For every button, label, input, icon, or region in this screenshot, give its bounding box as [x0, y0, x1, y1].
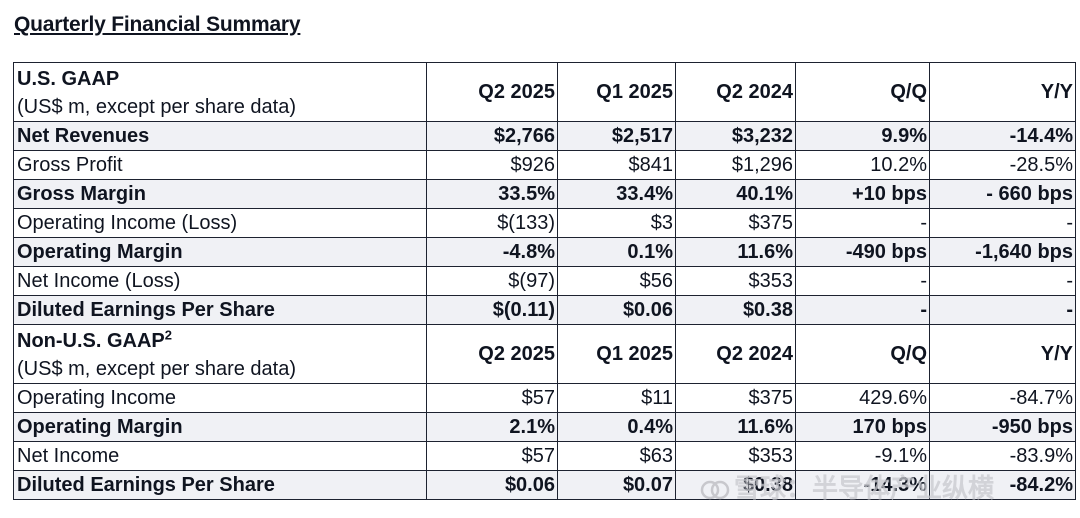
table-cell: $0.38 — [675, 295, 796, 325]
column-header: Y/Y — [929, 62, 1076, 122]
non-gaap-section-subtitle: (US$ m, except per share data) — [17, 358, 297, 380]
table-row: Operating Margin 2.1% 0.4% 11.6% 170 bps… — [13, 412, 1076, 442]
table-cell: 0.1% — [557, 237, 676, 267]
table-cell: 40.1% — [675, 179, 796, 209]
table-cell: $0.38 — [675, 470, 796, 500]
column-header: Q2 2025 — [426, 62, 558, 122]
row-label: Net Income — [13, 441, 427, 471]
table-cell: - 660 bps — [929, 179, 1076, 209]
table-cell: $375 — [675, 383, 796, 413]
table-cell: +10 bps — [795, 179, 930, 209]
table-row: Gross Profit $926 $841 $1,296 10.2% -28.… — [13, 150, 1076, 180]
financial-summary-table: U.S. GAAP (US$ m, except per share data)… — [13, 62, 1076, 500]
column-header: Q1 2025 — [557, 324, 676, 384]
table-cell: -28.5% — [929, 150, 1076, 180]
table-cell: $57 — [426, 383, 558, 413]
page-title: Quarterly Financial Summary — [14, 13, 301, 36]
table-cell: -9.1% — [795, 441, 930, 471]
table-cell: $0.06 — [557, 295, 676, 325]
table-cell: $2,766 — [426, 121, 558, 151]
column-header: Q/Q — [795, 62, 930, 122]
non-gaap-section-title-wrap: Non-U.S. GAAP2 — [17, 327, 424, 355]
table-cell: 10.2% — [795, 150, 930, 180]
table-row: Net Income $57 $63 $353 -9.1% -83.9% — [13, 441, 1076, 471]
table-cell: -83.9% — [929, 441, 1076, 471]
table-cell: 9.9% — [795, 121, 930, 151]
non-gaap-section-title: Non-U.S. GAAP — [17, 330, 165, 352]
table-cell: $3,232 — [675, 121, 796, 151]
row-label: Net Income (Loss) — [13, 266, 427, 296]
table-cell: $926 — [426, 150, 558, 180]
column-header: Q1 2025 — [557, 62, 676, 122]
non-gaap-header-row: Non-U.S. GAAP2 (US$ m, except per share … — [13, 324, 1076, 384]
table-cell: $0.06 — [426, 470, 558, 500]
table-cell: $1,296 — [675, 150, 796, 180]
table-cell: $841 — [557, 150, 676, 180]
table-cell: $57 — [426, 441, 558, 471]
table-cell: - — [929, 295, 1076, 325]
table-cell: -950 bps — [929, 412, 1076, 442]
table-cell: -14.4% — [929, 121, 1076, 151]
footnote-marker: 2 — [164, 327, 173, 343]
row-label: Net Revenues — [13, 121, 427, 151]
row-label: Operating Margin — [13, 237, 427, 267]
row-label: Gross Profit — [13, 150, 427, 180]
table-cell: 0.4% — [557, 412, 676, 442]
table-cell: - — [929, 208, 1076, 238]
table-cell: $(97) — [426, 266, 558, 296]
row-label: Diluted Earnings Per Share — [13, 470, 427, 500]
table-row: Diluted Earnings Per Share $0.06 $0.07 $… — [13, 470, 1076, 500]
column-header: Q2 2024 — [675, 324, 796, 384]
column-header: Q2 2025 — [426, 324, 558, 384]
table-cell: $56 — [557, 266, 676, 296]
table-cell: - — [795, 208, 930, 238]
row-label: Operating Income (Loss) — [13, 208, 427, 238]
table-cell: -1,640 bps — [929, 237, 1076, 267]
table-cell: - — [929, 266, 1076, 296]
table-cell: $(0.11) — [426, 295, 558, 325]
table-cell: $63 — [557, 441, 676, 471]
table-cell: 11.6% — [675, 412, 796, 442]
table-cell: $353 — [675, 441, 796, 471]
gaap-section-title: U.S. GAAP — [17, 68, 120, 90]
table-cell: -84.7% — [929, 383, 1076, 413]
row-label: Gross Margin — [13, 179, 427, 209]
gaap-header-label: U.S. GAAP (US$ m, except per share data) — [13, 62, 427, 122]
table-row: Operating Income $57 $11 $375 429.6% -84… — [13, 383, 1076, 413]
table-row: Diluted Earnings Per Share $(0.11) $0.06… — [13, 295, 1076, 325]
table-cell: -490 bps — [795, 237, 930, 267]
table-cell: 33.5% — [426, 179, 558, 209]
table-cell: 33.4% — [557, 179, 676, 209]
table-cell: 429.6% — [795, 383, 930, 413]
row-label: Operating Margin — [13, 412, 427, 442]
table-cell: - — [795, 295, 930, 325]
column-header: Q2 2024 — [675, 62, 796, 122]
table-cell: $(133) — [426, 208, 558, 238]
gaap-header-row: U.S. GAAP (US$ m, except per share data)… — [13, 62, 1076, 122]
table-cell: - — [795, 266, 930, 296]
table-cell: -4.8% — [426, 237, 558, 267]
table-row: Operating Margin -4.8% 0.1% 11.6% -490 b… — [13, 237, 1076, 267]
column-header: Y/Y — [929, 324, 1076, 384]
column-header: Q/Q — [795, 324, 930, 384]
table-cell: 11.6% — [675, 237, 796, 267]
table-cell: $375 — [675, 208, 796, 238]
table-cell: $2,517 — [557, 121, 676, 151]
table-cell: $353 — [675, 266, 796, 296]
table-cell: $11 — [557, 383, 676, 413]
row-label: Diluted Earnings Per Share — [13, 295, 427, 325]
table-row: Net Income (Loss) $(97) $56 $353 - - — [13, 266, 1076, 296]
table-row: Net Revenues $2,766 $2,517 $3,232 9.9% -… — [13, 121, 1076, 151]
table-cell: 2.1% — [426, 412, 558, 442]
non-gaap-header-label: Non-U.S. GAAP2 (US$ m, except per share … — [13, 324, 427, 384]
table-cell: $0.07 — [557, 470, 676, 500]
table-cell: -84.2% — [929, 470, 1076, 500]
table-cell: -14.3% — [795, 470, 930, 500]
gaap-section-subtitle: (US$ m, except per share data) — [17, 96, 297, 118]
table-row: Gross Margin 33.5% 33.4% 40.1% +10 bps -… — [13, 179, 1076, 209]
table-cell: $3 — [557, 208, 676, 238]
row-label: Operating Income — [13, 383, 427, 413]
table-cell: 170 bps — [795, 412, 930, 442]
table-row: Operating Income (Loss) $(133) $3 $375 -… — [13, 208, 1076, 238]
